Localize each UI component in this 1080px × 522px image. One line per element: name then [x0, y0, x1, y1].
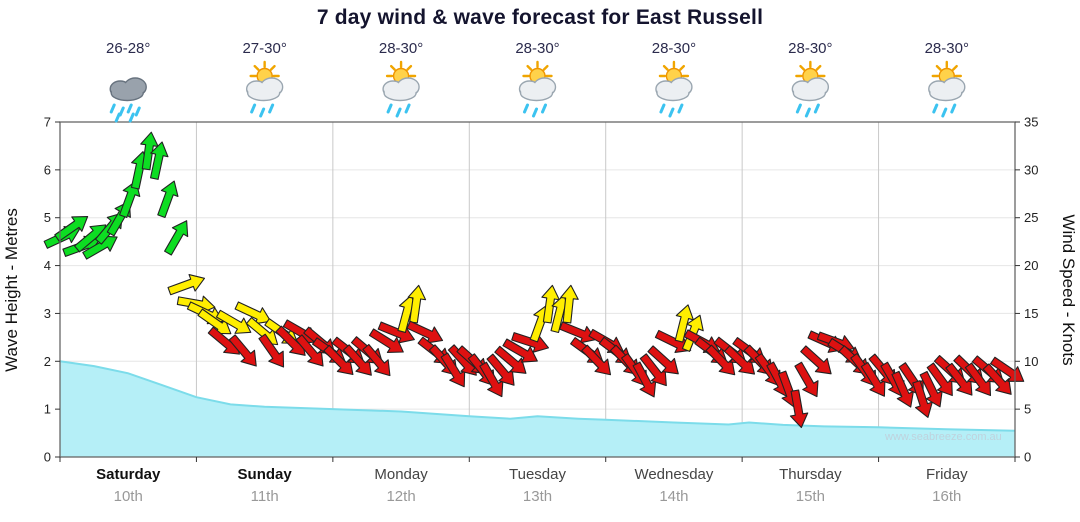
wind-arrow-icon: [800, 345, 832, 375]
sun-shower-icon: [928, 60, 966, 118]
wind-arrow-icon: [54, 216, 89, 242]
day-name-label: Tuesday: [509, 466, 566, 483]
wind-arrow-icon: [149, 141, 169, 180]
wind-arrow-icon: [581, 344, 612, 376]
wind-arrow-icon: [789, 389, 809, 429]
cloud-icon: [928, 77, 966, 102]
rain-cloud-icon: [109, 77, 147, 123]
wind-arrow-icon: [215, 309, 252, 334]
cloud-icon: [245, 77, 284, 102]
wind-arrow-icon: [258, 333, 285, 368]
wind-axis-tick: 15: [1024, 306, 1038, 321]
rain-drops-icon: [932, 103, 957, 118]
wave-axis-tick: 3: [44, 306, 51, 321]
wind-arrow-icon: [228, 334, 257, 367]
wind-arrow-icon: [157, 180, 179, 219]
gridlines: [60, 122, 1015, 457]
day-name-label: Sunday: [238, 466, 293, 483]
wind-arrows: [43, 131, 1025, 429]
wind-arrow-icon: [794, 361, 819, 398]
day-date-label: 10th: [114, 488, 143, 505]
day-temperature-label: 28-30°: [515, 40, 559, 57]
rain-drops-icon: [109, 103, 141, 123]
watermark: www.seabreeze.com.au: [885, 431, 1002, 443]
day-temperature-label: 28-30°: [788, 40, 832, 57]
cloud-icon: [518, 77, 557, 102]
wave-axis-title: Wave Height - Metres: [2, 208, 21, 372]
wind-axis-tick: 20: [1024, 258, 1038, 273]
wave-axis-tick: 2: [44, 354, 51, 369]
sun-shower-icon: [245, 60, 284, 118]
rain-drops-icon: [250, 103, 275, 118]
day-temperature-label: 28-30°: [652, 40, 696, 57]
cloud-icon: [791, 77, 830, 102]
wind-axis: 0 5 10 15 20 25 30 35: [1015, 115, 1038, 465]
wave-axis-tick: 1: [44, 402, 51, 417]
wind-arrow-icon: [502, 338, 538, 363]
day-date-label: 16th: [932, 488, 961, 505]
day-temperature-label: 28-30°: [379, 40, 423, 57]
wind-arrow-icon: [362, 343, 391, 377]
sun-shower-icon: [518, 60, 557, 118]
day-date-label: 12th: [386, 488, 415, 505]
rain-drops-icon: [523, 103, 547, 118]
wind-axis-tick: 35: [1024, 115, 1038, 130]
plot-border: [59, 121, 1016, 458]
wave-axis-tick: 5: [44, 210, 51, 225]
wind-axis-tick: 10: [1024, 354, 1038, 369]
wave-axis-tick: 0: [44, 450, 51, 465]
wind-arrow-icon: [164, 220, 189, 256]
wind-arrow-icon: [494, 345, 527, 374]
day-name-label: Wednesday: [634, 466, 713, 483]
rain-drops-icon: [386, 103, 411, 118]
day-name-label: Friday: [926, 466, 968, 483]
wind-arrow-icon: [723, 345, 756, 375]
wind-axis-tick: 0: [1024, 450, 1031, 465]
day-date-label: 14th: [659, 488, 688, 505]
day-temperature-label: 28-30°: [925, 40, 969, 57]
day-temperature-label: 27-30°: [242, 40, 286, 57]
cloud-icon: [109, 77, 147, 102]
sun-shower-icon: [382, 60, 420, 118]
cloud-icon: [382, 77, 420, 102]
wave-axis-tick: 6: [44, 162, 51, 177]
wave-axis-tick: 4: [44, 258, 51, 273]
chart-title: 7 day wind & wave forecast for East Russ…: [316, 6, 764, 29]
wind-axis-tick: 30: [1024, 162, 1038, 177]
wind-arrow-icon: [167, 273, 206, 296]
rain-drops-icon: [795, 103, 820, 118]
wave-height-line: [59, 360, 1016, 432]
wind-arrow-icon: [674, 304, 694, 343]
day-date-label: 13th: [523, 488, 552, 505]
wave-height-area: [60, 361, 1015, 457]
day-date-label: 15th: [796, 488, 825, 505]
wave-axis: 0 1 2 3 4 5 6 7: [44, 115, 60, 465]
day-name-label: Thursday: [779, 466, 842, 483]
wind-axis-tick: 25: [1024, 210, 1038, 225]
wind-axis-title: Wind Speed - Knots: [1059, 214, 1078, 365]
wind-arrow-icon: [560, 284, 579, 324]
wind-arrow-icon: [323, 344, 354, 376]
wind-arrow-icon: [119, 180, 141, 219]
sun-shower-icon: [655, 60, 693, 118]
wind-axis-tick: 5: [1024, 402, 1031, 417]
rain-drops-icon: [659, 103, 684, 118]
wind-arrow-icon: [368, 328, 404, 354]
day-name-label: Monday: [374, 466, 428, 483]
cloud-icon: [655, 77, 693, 102]
wave-axis-tick: 7: [44, 115, 51, 130]
day-temperature-label: 26-28°: [106, 40, 150, 57]
wind-arrow-icon: [982, 363, 1012, 395]
day-name-label: Saturday: [96, 466, 161, 483]
day-date-label: 11th: [251, 488, 279, 505]
sun-shower-icon: [791, 60, 830, 118]
wind-arrow-icon: [647, 345, 679, 375]
